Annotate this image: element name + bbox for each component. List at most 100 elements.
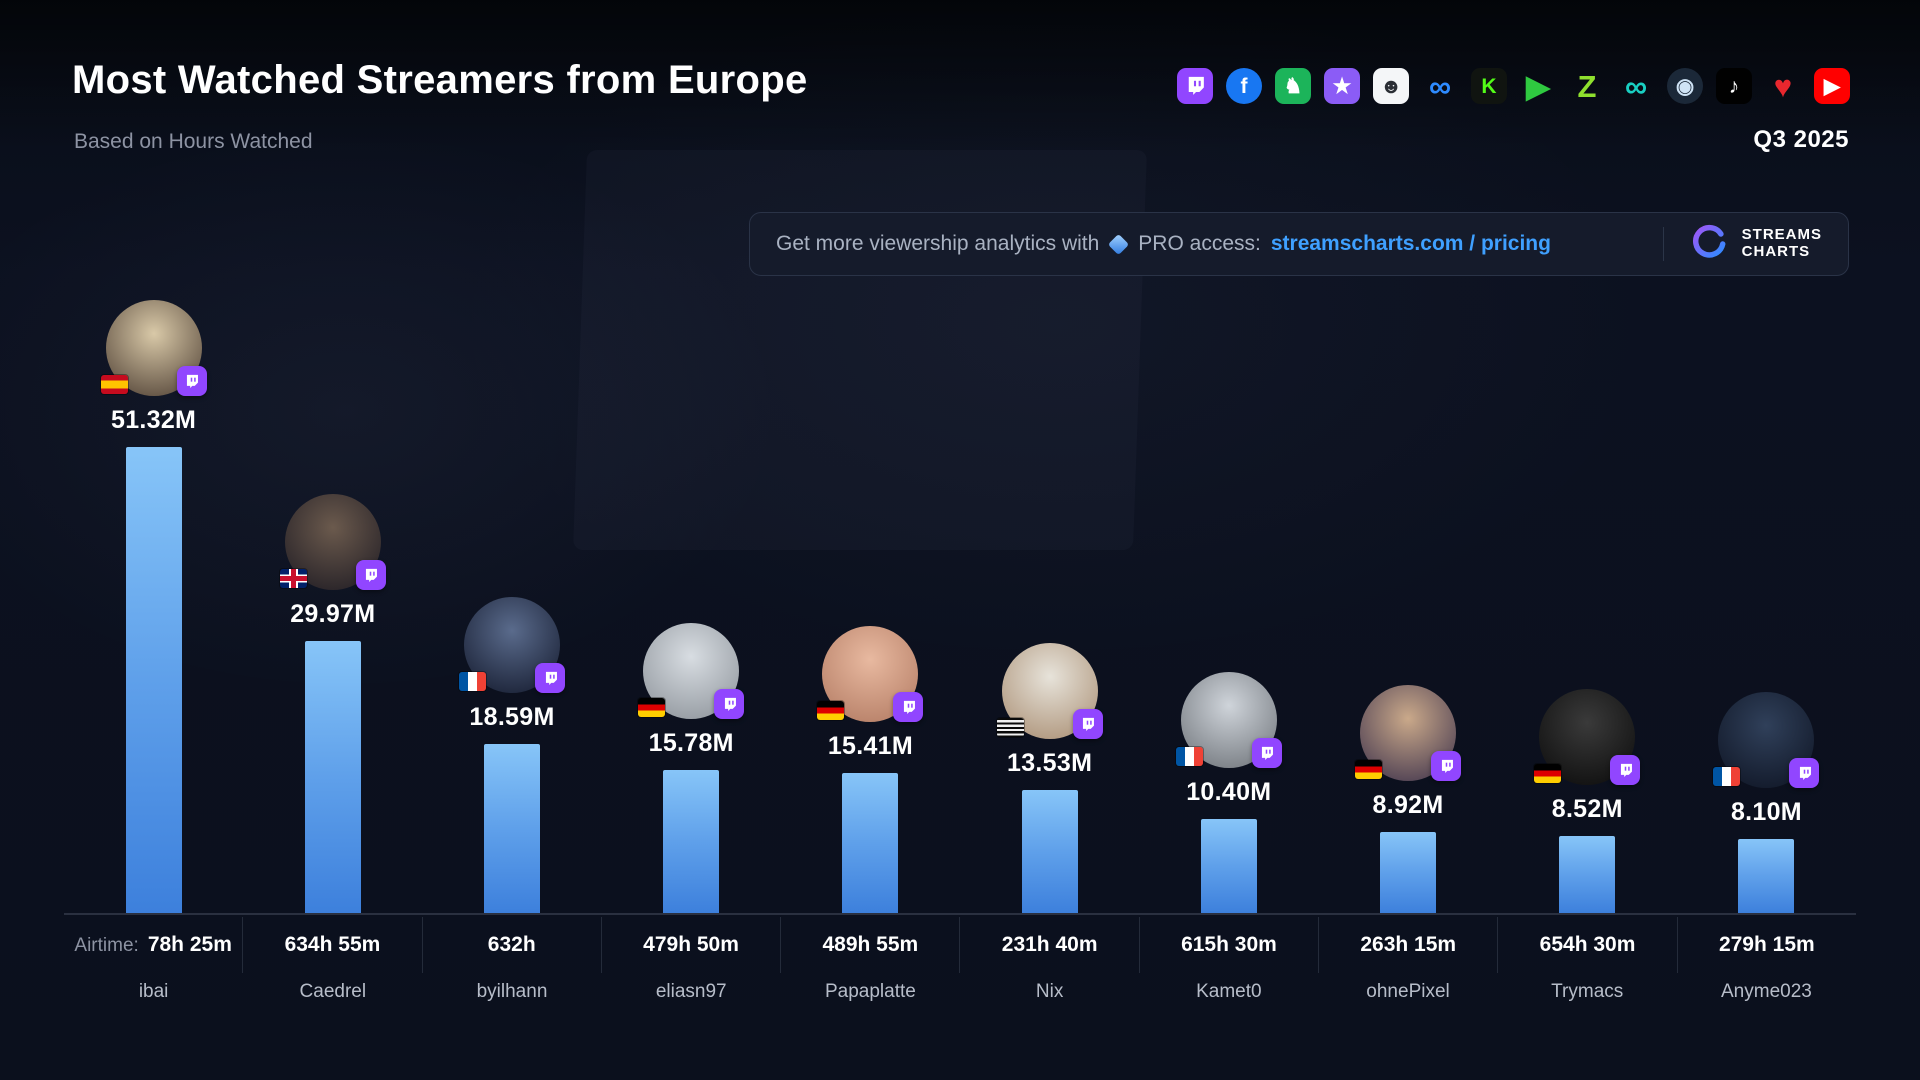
streamer-name: ohnePixel (1366, 981, 1450, 1002)
play-green-icon: ▶ (1526, 68, 1550, 104)
twitch-badge-icon (893, 692, 924, 722)
flag-de-icon (1534, 764, 1562, 783)
airtime-value: 263h 15m (1360, 933, 1457, 956)
diamond-icon (1108, 233, 1130, 255)
avatar (1713, 692, 1820, 788)
pricing-link[interactable]: streamscharts.com / pricing (1270, 232, 1551, 255)
page-title: Most Watched Streamers from Europe (72, 58, 808, 102)
flag-fr-icon (459, 672, 486, 691)
streamer-column: 15.78M (602, 623, 781, 913)
bar (484, 744, 540, 913)
avatar (100, 300, 207, 396)
bar (1021, 790, 1078, 913)
page-subtitle: Based on Hours Watched (74, 130, 313, 153)
promo-banner: Get more viewership analytics with PRO a… (749, 212, 1849, 276)
streamer-column: 51.32M (64, 300, 243, 913)
streamer-column: 8.92M (1318, 685, 1497, 913)
streamer-column: 18.59M (422, 597, 601, 913)
steam-icon: ◉ (1667, 68, 1703, 104)
avatar (996, 643, 1103, 739)
chart-footer: Airtime: 78h 25m 634h 55m 632h 479h 50m 489h … (64, 917, 1856, 1003)
streamer-name: Trymacs (1551, 981, 1624, 1002)
streamer-name: Caedrel (299, 981, 367, 1002)
streamer-name: byilhann (476, 981, 548, 1002)
bar (842, 773, 899, 913)
streamer-name: eliasn97 (655, 981, 727, 1002)
streamer-column: 13.53M (960, 643, 1139, 913)
airtime-cell: 489h 55m (780, 917, 959, 973)
twitch-badge-icon (1789, 758, 1820, 788)
airtime-cell: 615h 30m (1138, 917, 1318, 973)
twitch-badge-icon (355, 560, 386, 590)
bar (663, 770, 720, 913)
avatar (817, 626, 924, 722)
airtime-value: 654h 30m (1539, 933, 1636, 956)
flag-gb-icon (279, 569, 307, 588)
airtime-value: 78h 25m (147, 933, 232, 956)
hours-watched-value: 10.40M (1186, 778, 1272, 806)
airtime-cell: 263h 15m (1318, 917, 1497, 973)
bar (1380, 832, 1437, 913)
avatar (1534, 689, 1641, 785)
streamer-name: Papaplatte (824, 981, 916, 1002)
airtime-value: 279h 15m (1718, 933, 1815, 956)
twitch-badge-icon (535, 663, 565, 693)
streamscharts-logo-icon (1688, 222, 1732, 266)
airtime-cell: 654h 30m (1497, 917, 1676, 973)
twitch-badge-icon (1072, 709, 1103, 739)
hours-watched-value: 18.59M (469, 703, 555, 731)
z-app-icon: Z (1577, 68, 1597, 104)
twitch-icon (1177, 68, 1213, 104)
tiktok-icon: ♪ (1716, 68, 1752, 104)
airtime-value: 489h 55m (822, 933, 919, 956)
airtime-value: 479h 50m (643, 933, 739, 956)
avatar (279, 494, 386, 590)
period-label: Q3 2025 (1753, 126, 1849, 153)
hours-watched-value: 8.52M (1551, 795, 1623, 823)
hours-watched-value: 13.53M (1007, 749, 1093, 777)
hours-watched-value: 51.32M (111, 406, 197, 434)
bar (1738, 839, 1795, 913)
flag-fr-icon (1713, 767, 1741, 786)
streamer-column: 29.97M (243, 494, 422, 913)
flag-es-icon (100, 375, 128, 394)
face-app-icon: ☻ (1373, 68, 1409, 104)
airtime-value: 615h 30m (1181, 933, 1277, 956)
airtime-cell: 634h 55m (242, 917, 421, 973)
avatar (1175, 672, 1282, 768)
streamer-name: Anyme023 (1721, 981, 1812, 1002)
brand-name: STREAMS CHARTS (1741, 226, 1822, 261)
twitch-badge-icon (1610, 755, 1641, 785)
airtime-label: Airtime: (74, 935, 139, 956)
airtime-cell: Airtime: 78h 25m (64, 917, 242, 973)
heart-icon: ♥ (1773, 68, 1793, 104)
chart-baseline (64, 913, 1856, 915)
platform-icon-row: f ♞ ★ ☻ ∞ K ▶ Z ∞ ◉ ♪ ♥ ▶ (1177, 66, 1850, 106)
streamer-column: 15.41M (781, 626, 960, 913)
bar (1200, 819, 1257, 913)
flag-fr-icon (1175, 747, 1203, 766)
flag-de-icon (638, 698, 666, 717)
twitch-badge-icon (1251, 738, 1282, 768)
streamer-name: Nix (1035, 981, 1064, 1002)
airtime-row: Airtime: 78h 25m 634h 55m 632h 479h 50m 489h … (64, 917, 1856, 973)
avatar (638, 623, 745, 719)
avatar (1355, 685, 1462, 781)
bar (125, 447, 182, 913)
twitch-badge-icon (714, 689, 745, 719)
trovo-icon: ♞ (1275, 68, 1311, 104)
facebook-icon: f (1226, 68, 1262, 104)
airtime-cell: 231h 40m (959, 917, 1138, 973)
hours-watched-value: 15.78M (648, 729, 734, 757)
airtime-cell: 279h 15m (1676, 917, 1856, 973)
airtime-value: 632h (487, 933, 536, 956)
brand-line-1: STREAMS (1741, 226, 1822, 244)
hours-watched-value: 29.97M (290, 600, 376, 628)
airtime-cell: 479h 50m (600, 917, 780, 973)
hours-watched-value: 8.10M (1730, 798, 1802, 826)
flag-de-icon (1355, 760, 1383, 779)
flag-de-icon (817, 701, 845, 720)
bar-chart: 51.32M 29.97M 18.59M 15.78M 15.41M 13.53M 10.4… (64, 300, 1856, 913)
twitch-badge-icon (176, 366, 207, 396)
streamer-name: ibai (138, 981, 169, 1002)
